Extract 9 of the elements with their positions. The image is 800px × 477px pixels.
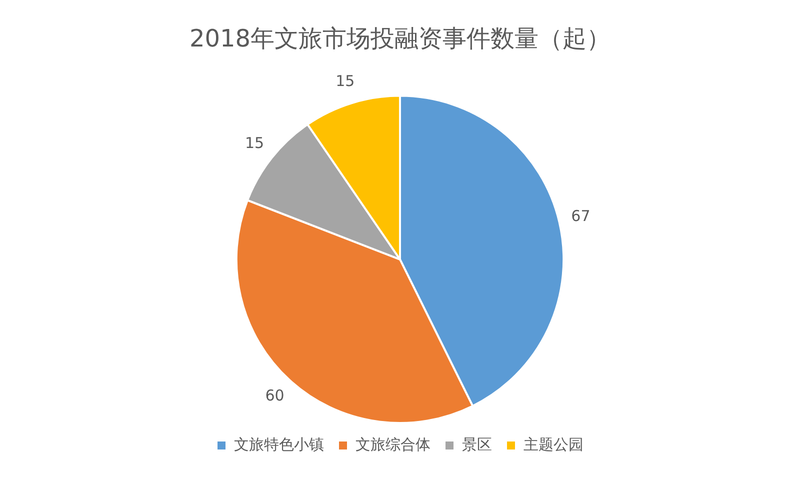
chart-title: 2018年文旅市场投融资事件数量（起） xyxy=(189,24,611,53)
legend-label: 景区 xyxy=(462,435,492,454)
legend-label: 主题公园 xyxy=(524,435,584,454)
data-label: 67 xyxy=(571,206,590,225)
legend-label: 文旅特色小镇 xyxy=(234,435,324,454)
data-label: 15 xyxy=(336,72,355,90)
data-label: 15 xyxy=(245,134,264,152)
data-label: 60 xyxy=(265,386,284,404)
legend-label: 文旅综合体 xyxy=(356,435,430,454)
